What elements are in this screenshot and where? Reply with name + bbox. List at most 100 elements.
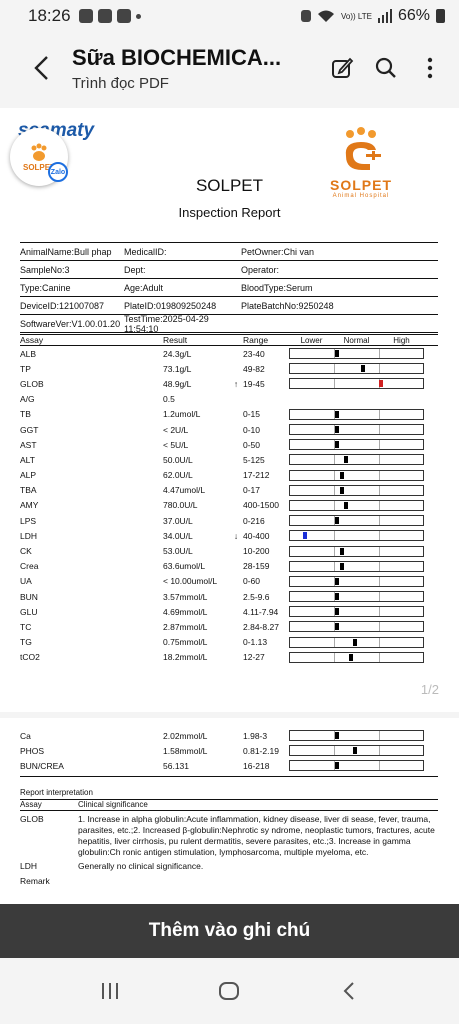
assay-name: CK xyxy=(20,546,32,557)
range-bar-cell xyxy=(289,499,424,511)
lock-icon xyxy=(300,10,311,22)
info-row: SoftwareVer:V1.00.01.20 TestTime:2025-04-… xyxy=(20,314,438,334)
range-bar xyxy=(289,515,424,527)
result-row: AMY 780.0U/L 400-1500 xyxy=(20,498,438,513)
battery-percent: 66% xyxy=(397,7,430,24)
range-bar-tick-lower xyxy=(334,561,335,571)
range-bar xyxy=(289,408,424,420)
range-bar-cell xyxy=(289,530,424,542)
edit-button[interactable] xyxy=(323,49,361,87)
range-bar xyxy=(289,760,424,772)
range-bar-tick-lower xyxy=(334,746,335,756)
range-bar-tick-high xyxy=(379,607,380,617)
result-row: LPS 37.0U/L 0-216 xyxy=(20,513,438,528)
range-bar-tick-lower xyxy=(334,364,335,374)
floating-chat-badge[interactable]: SOLPET xyxy=(10,128,68,186)
header-range: Range xyxy=(243,335,269,345)
result-value: < 2U/L xyxy=(163,424,189,435)
document-title: Sữa BIOCHEMICA... xyxy=(72,44,282,70)
search-icon xyxy=(375,57,396,78)
range-bar-cell xyxy=(289,469,424,481)
range-bar-cell xyxy=(289,363,424,375)
result-value: 780.0U/L xyxy=(163,500,198,511)
range-bar-tick-high xyxy=(379,425,380,435)
add-to-note-button[interactable]: Thêm vào ghi chú xyxy=(0,904,459,958)
network-label: Vo)) LTE xyxy=(340,11,372,21)
range-bar-tick-lower xyxy=(334,592,335,602)
back-nav-button[interactable] xyxy=(329,971,369,1011)
range-marker xyxy=(361,365,365,373)
range-bar-cell xyxy=(289,348,424,360)
reference-range: 12-27 xyxy=(243,652,265,663)
result-value: 1.58mmol/L xyxy=(163,745,208,756)
gallery-notification-icon xyxy=(78,9,93,23)
range-marker xyxy=(353,747,357,755)
range-bar-cell xyxy=(289,730,424,742)
result-value: 37.0U/L xyxy=(163,515,193,526)
reference-range: 28-159 xyxy=(243,561,270,572)
assay-name: TBA xyxy=(20,485,37,496)
pdf-page-2[interactable]: Ca 2.02mmol/L 1.98-3 PHOS 1.58mmol/L 0.81-2.1… xyxy=(0,718,459,904)
range-bar-tick-lower xyxy=(334,455,335,465)
reference-range: 2.84-8.27 xyxy=(243,621,279,632)
range-bar xyxy=(289,745,424,757)
more-notifications-icon xyxy=(135,13,141,19)
range-bar-cell xyxy=(289,621,424,633)
more-options-button[interactable] xyxy=(411,49,449,87)
range-bar xyxy=(289,730,424,742)
range-bar-cell xyxy=(289,575,424,587)
range-bar-tick-high xyxy=(379,349,380,359)
reference-range: 0-50 xyxy=(243,439,261,450)
assay-name: LDH xyxy=(20,530,38,541)
back-button[interactable] xyxy=(18,44,66,92)
range-marker xyxy=(340,562,344,570)
results-table-header: Assay Result Range Lower Normal High xyxy=(20,334,438,346)
recent-apps-button[interactable] xyxy=(90,971,130,1011)
info-cell: PetOwner:Chi van xyxy=(241,246,315,257)
result-value: 2.02mmol/L xyxy=(163,730,208,741)
range-bar-tick-lower xyxy=(334,652,335,662)
report-title: SOLPET xyxy=(195,176,264,195)
solpet-paw-logo-icon xyxy=(345,127,381,170)
info-divider xyxy=(20,278,438,279)
assay-name: Ca xyxy=(20,730,31,741)
assay-name: UA xyxy=(20,576,32,587)
range-bar-tick-high xyxy=(379,561,380,571)
result-row: PHOS 1.58mmol/L 0.81-2.19 xyxy=(20,743,438,758)
range-marker xyxy=(303,532,307,540)
pdf-page-1[interactable]: seamaty SOLPET Zalo SOLPET Animal Hospit… xyxy=(0,108,459,712)
result-value: < 5U/L xyxy=(163,439,189,450)
more-vert-icon xyxy=(427,57,433,79)
status-time: 18:26 xyxy=(28,6,71,25)
home-button[interactable] xyxy=(209,971,249,1011)
result-value: 18.2mmol/L xyxy=(163,652,208,663)
zalo-icon[interactable]: Zalo xyxy=(48,162,68,182)
info-cell: Type:Canine xyxy=(20,282,71,293)
result-row: TC 2.87mmol/L 2.84-8.27 xyxy=(20,619,438,634)
wifi-icon xyxy=(317,10,334,22)
assay-name: TB xyxy=(20,409,31,420)
reference-range: 400-1500 xyxy=(243,500,279,511)
range-bar-tick-high xyxy=(379,546,380,556)
reference-range: 0-60 xyxy=(243,576,261,587)
interp-assay: GLOB xyxy=(20,814,44,824)
result-value: 62.0U/L xyxy=(163,470,193,481)
assay-name: TP xyxy=(20,363,31,374)
result-row: ALT 50.0U/L 5-125 xyxy=(20,452,438,467)
result-row: Crea 63.6umol/L 28-159 xyxy=(20,559,438,574)
range-bar-cell xyxy=(289,454,424,466)
range-bar-tick-high xyxy=(379,622,380,632)
search-button[interactable] xyxy=(367,49,405,87)
interp-row: GLOB 1. Increase in alpha globulin:Acute … xyxy=(20,814,438,858)
result-value: 3.57mmol/L xyxy=(163,591,208,602)
range-bar-tick-high xyxy=(379,761,380,771)
back-arrow-icon xyxy=(34,56,48,80)
assay-name: tCO2 xyxy=(20,652,40,663)
remark-label: Remark xyxy=(20,876,50,886)
back-nav-icon xyxy=(343,982,354,1000)
reference-range: 0-17 xyxy=(243,485,261,496)
interp-header-significance: Clinical significance xyxy=(78,800,148,809)
range-bar-cell xyxy=(289,439,424,451)
info-row: SampleNo:3 Dept: Operator: xyxy=(20,261,438,278)
header-lower: Lower xyxy=(300,335,323,345)
